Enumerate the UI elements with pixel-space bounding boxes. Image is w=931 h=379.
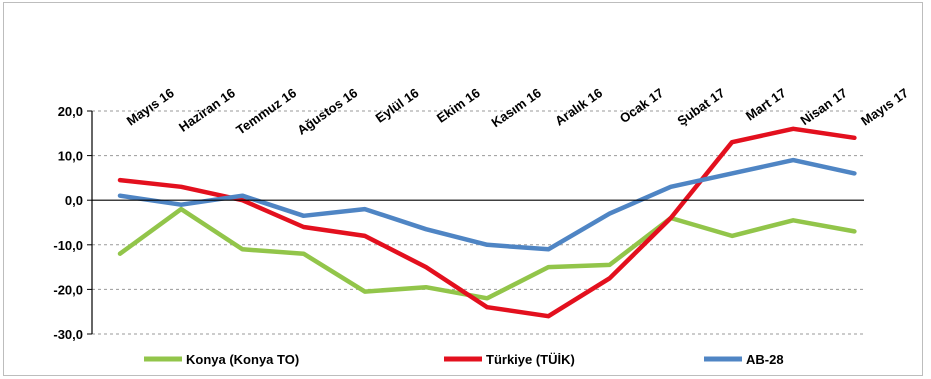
y-tick-label: -20,0 bbox=[53, 282, 83, 297]
x-tick-label: Şubat 17 bbox=[675, 85, 728, 128]
gridlines bbox=[92, 110, 864, 335]
series-line bbox=[117, 157, 857, 252]
x-tick-label: Haziran 16 bbox=[176, 85, 238, 135]
x-tick-label: Ocak 17 bbox=[617, 85, 666, 126]
x-tick-label: Ekim 16 bbox=[434, 85, 483, 125]
chart-frame: 20,0 10,0 0,0 -10,0 -20,0 -30,0 Mayıs 16 Hazir… bbox=[3, 2, 923, 376]
y-tick-label: 0,0 bbox=[65, 193, 83, 208]
y-axis-ticks: 20,0 10,0 0,0 -10,0 -20,0 -30,0 bbox=[53, 104, 92, 342]
series-line bbox=[117, 126, 857, 319]
y-tick-label: -30,0 bbox=[53, 327, 83, 342]
x-tick-label: Eylül 16 bbox=[373, 85, 422, 125]
y-tick-label: 20,0 bbox=[58, 104, 83, 119]
x-tick-label: Mayıs 17 bbox=[858, 85, 911, 128]
series-line bbox=[117, 206, 857, 301]
series-lines bbox=[117, 126, 857, 319]
x-tick-label: Nisan 17 bbox=[798, 85, 850, 128]
legend: Konya (Konya TO) Türkiye (TÜİK) AB-28 bbox=[144, 352, 784, 367]
x-tick-label: Mayıs 16 bbox=[124, 85, 177, 128]
y-tick-label: 10,0 bbox=[58, 149, 83, 164]
x-tick-label: Aralık 16 bbox=[552, 85, 605, 128]
legend-label: Türkiye (TÜİK) bbox=[486, 352, 575, 367]
line-chart: 20,0 10,0 0,0 -10,0 -20,0 -30,0 Mayıs 16 Hazir… bbox=[53, 85, 911, 367]
y-tick-label: -10,0 bbox=[53, 238, 83, 253]
x-tick-label: Kasım 16 bbox=[489, 85, 544, 130]
x-tick-label: Mart 17 bbox=[743, 85, 789, 123]
legend-label: AB-28 bbox=[746, 352, 784, 367]
legend-label: Konya (Konya TO) bbox=[186, 352, 299, 367]
